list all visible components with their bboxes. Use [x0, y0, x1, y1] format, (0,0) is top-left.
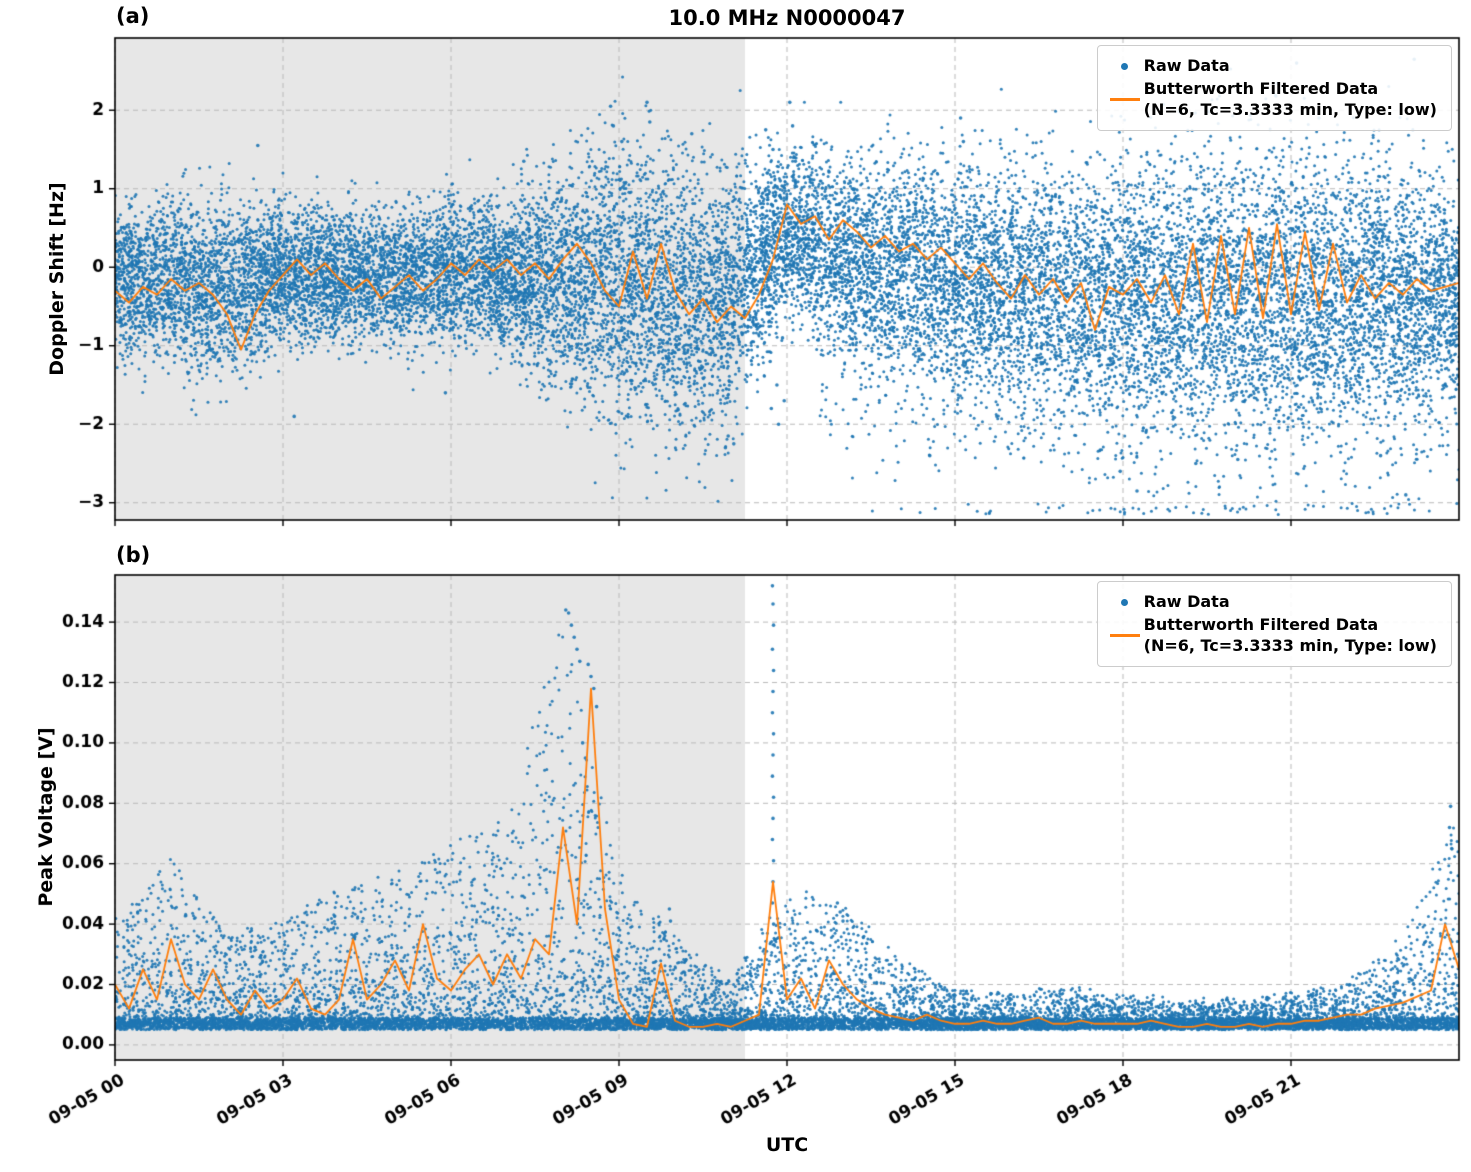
legend-raw-entry: Raw Data	[1106, 592, 1437, 613]
legend-filtered-label: Butterworth Filtered Data	[1143, 614, 1379, 634]
legend-filtered-entry: Butterworth Filtered Data (N=6, Tc=3.333…	[1106, 79, 1437, 121]
raw-data-dot-icon	[1106, 62, 1144, 70]
legend-filtered-params: (N=6, Tc=3.3333 min, Type: low)	[1143, 635, 1437, 655]
y-axis-label-voltage: Peak Voltage [V]	[35, 727, 57, 907]
filtered-line-icon	[1106, 98, 1144, 102]
panel-b-label: (b)	[116, 543, 151, 567]
figure-title: 10.0 MHz N0000047	[668, 6, 906, 30]
legend-raw-entry: Raw Data	[1106, 56, 1437, 77]
legend-panel-b: Raw Data Butterworth Filtered Data (N=6,…	[1096, 581, 1452, 668]
panel-a-label: (a)	[116, 4, 150, 28]
raw-data-dot-icon	[1106, 598, 1144, 606]
legend-raw-label: Raw Data	[1143, 56, 1230, 75]
legend-filtered-label: Butterworth Filtered Data	[1143, 78, 1379, 98]
legend-filtered-params: (N=6, Tc=3.3333 min, Type: low)	[1143, 99, 1437, 119]
x-axis-label: UTC	[765, 1134, 809, 1156]
legend-panel-a: Raw Data Butterworth Filtered Data (N=6,…	[1096, 45, 1452, 132]
filtered-line-icon	[1106, 634, 1144, 638]
legend-raw-label: Raw Data	[1143, 592, 1230, 611]
y-axis-label-doppler: Doppler Shift [Hz]	[46, 182, 68, 376]
legend-filtered-entry: Butterworth Filtered Data (N=6, Tc=3.333…	[1106, 615, 1437, 657]
